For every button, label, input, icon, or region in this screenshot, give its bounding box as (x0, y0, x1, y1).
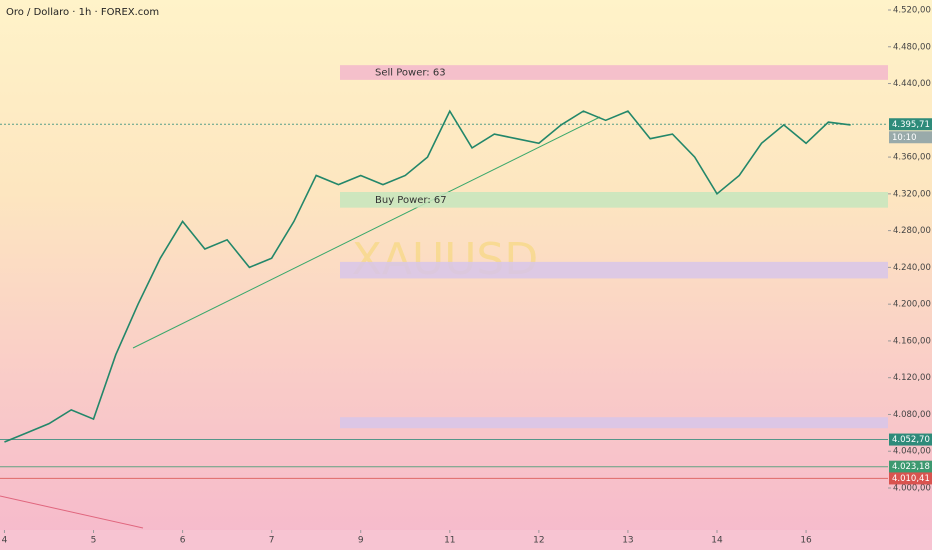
zone (340, 261, 888, 279)
countdown: 10:10 (892, 133, 917, 143)
y-tick-label: 4.320,00 (893, 189, 931, 199)
zone (340, 192, 888, 208)
trend-line (0, 495, 144, 529)
y-tick-label: 4.520,00 (893, 6, 931, 16)
price-tag-label: 4.023,18 (892, 462, 930, 472)
price-line-series (4, 109, 851, 443)
trend-line (132, 116, 601, 349)
y-tick-label: 4.120,00 (893, 373, 931, 383)
x-tick-label: 12 (533, 536, 544, 546)
y-tick-label: 4.200,00 (893, 300, 931, 310)
y-tick-label: 4.160,00 (893, 336, 931, 346)
zone-label: Buy Power: 67 (375, 195, 447, 206)
price-tag-label: 4.052,70 (892, 435, 930, 445)
x-tick-label: 16 (800, 536, 812, 546)
x-tick-label: 13 (622, 536, 633, 546)
x-tick-label: 11 (444, 536, 455, 546)
x-tick-label: 9 (358, 536, 364, 546)
price-tag-label: 4.395,71 (892, 120, 930, 130)
x-tick-label: 14 (711, 536, 723, 546)
price-tag (889, 460, 932, 473)
price-tag (889, 433, 932, 446)
x-tick-label: 7 (269, 536, 275, 546)
price-tag (889, 472, 932, 485)
y-tick-label: 4.040,00 (893, 447, 931, 457)
chart-title: Oro / Dollaro · 1h · FOREX.com (6, 7, 159, 18)
y-tick-label: 4.480,00 (893, 42, 931, 52)
y-tick-label: 4.280,00 (893, 226, 931, 236)
price-tag (889, 118, 932, 131)
y-tick-label: 4.080,00 (893, 410, 931, 420)
x-tick-label: 5 (91, 536, 97, 546)
x-tick-label: 6 (180, 536, 186, 546)
zone-label: Sell Power: 63 (375, 68, 446, 79)
time-axis-bg (0, 530, 932, 550)
price-tag-label: 4.010,41 (892, 474, 930, 484)
zone (340, 417, 888, 429)
y-tick-label: 4.000,00 (893, 484, 931, 494)
y-tick-label: 4.240,00 (893, 263, 931, 273)
y-tick-label: 4.360,00 (893, 153, 931, 163)
y-tick-label: 4.440,00 (893, 79, 931, 89)
countdown-bg (889, 131, 932, 144)
x-tick-label: 4 (2, 536, 8, 546)
zone (340, 65, 888, 80)
